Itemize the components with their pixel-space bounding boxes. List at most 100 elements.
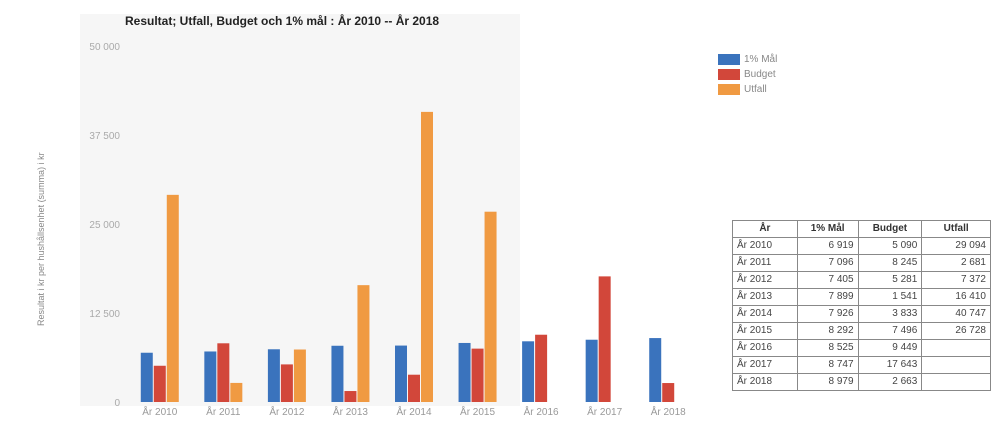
table-header-budget: Budget [857, 220, 923, 238]
data-table: År 1% Mål Budget Utfall År 2010 6 919 5 09… [732, 220, 991, 391]
bar-1-m-l-6 [522, 341, 535, 402]
table-cell-value: 5 281 [857, 271, 923, 289]
y-tick-label: 37 500 [89, 131, 120, 142]
legend-swatch [718, 54, 740, 65]
y-tick-label: 12 500 [89, 309, 120, 320]
y-tick-label: 25 000 [89, 220, 120, 231]
table-cell-value: 8 979 [796, 373, 859, 391]
bar-1-m-l-2 [267, 349, 280, 402]
table-cell-year: År 2017 [732, 356, 798, 374]
x-category-label: År 2013 [333, 405, 368, 418]
bar-1-m-l-3 [331, 345, 344, 402]
chart-legend: 1% Mål Budget Utfall [718, 52, 777, 97]
table-row: År 2011 7 096 8 245 2 681 [732, 254, 991, 272]
bar-1-m-l-5 [458, 342, 471, 402]
table-cell-year: År 2015 [732, 322, 798, 340]
table-cell-value: 40 747 [921, 305, 991, 323]
table-cell-value [921, 356, 991, 374]
table-cell-value: 6 919 [796, 237, 859, 255]
bar-utfall-4 [421, 111, 433, 403]
table-cell-year: År 2014 [732, 305, 798, 323]
bar-1-m-l-4 [395, 345, 407, 402]
table-cell-value: 7 899 [796, 288, 859, 306]
bar-budget-1 [217, 343, 230, 402]
table-cell-value: 3 833 [857, 305, 923, 323]
table-cell-value: 29 094 [921, 237, 991, 255]
table-cell-value: 17 643 [857, 356, 923, 374]
bar-1-m-l-8 [649, 338, 662, 402]
table-container: År 1% Mål Budget Utfall År 2010 6 919 5 09… [732, 220, 991, 420]
table-cell-value: 16 410 [921, 288, 991, 306]
x-category-label: År 2016 [524, 405, 559, 418]
table-cell-year: År 2010 [732, 237, 798, 255]
bar-chart: 0 12 500 25 000 37 500 50 000 År 2010 År 2011 Å… [89, 42, 686, 418]
table-cell-value: 2 663 [857, 373, 923, 391]
x-category-label: År 2011 [206, 405, 241, 418]
bar-utfall-1 [230, 382, 243, 402]
x-category-label: År 2012 [269, 405, 304, 418]
table-cell-year: År 2018 [732, 373, 798, 391]
legend-swatch [718, 84, 740, 95]
legend-item: Utfall [718, 82, 777, 97]
legend-label: 1% Mål [744, 54, 778, 65]
bar-budget-7 [598, 276, 611, 402]
bar-utfall-0 [166, 194, 179, 402]
bar-utfall-3 [357, 285, 370, 402]
table-cell-value [921, 373, 991, 391]
bar-1-m-l-1 [204, 351, 217, 402]
table-cell-value: 8 747 [796, 356, 859, 374]
table-cell-value: 2 681 [921, 254, 991, 272]
bar-budget-5 [471, 348, 484, 402]
table-cell-value: 8 292 [796, 322, 859, 340]
table-row: År 2017 8 747 17 643 [732, 356, 991, 374]
table-cell-value: 7 926 [796, 305, 859, 323]
table-header-utfall: Utfall [921, 220, 991, 238]
table-cell-value: 7 405 [796, 271, 859, 289]
bar-budget-8 [662, 383, 675, 402]
x-category-label: År 2015 [460, 405, 495, 418]
table-cell-value: 8 245 [857, 254, 923, 272]
table-cell-value: 26 728 [921, 322, 991, 340]
x-category-label: År 2014 [396, 405, 431, 418]
legend-label: Budget [744, 69, 776, 80]
bar-budget-4 [408, 374, 420, 402]
table-body: År 2010 6 919 5 090 29 094 År 2011 7 096 8 245… [732, 237, 991, 391]
table-row: År 2012 7 405 5 281 7 372 [732, 271, 991, 289]
bar-utfall-2 [293, 349, 306, 402]
bar-1-m-l-7 [585, 339, 598, 402]
table-cell-value: 7 096 [796, 254, 859, 272]
legend-label: Utfall [744, 84, 767, 95]
table-row: År 2018 8 979 2 663 [732, 373, 991, 391]
y-tick-label: 50 000 [89, 42, 120, 53]
table-row: År 2013 7 899 1 541 16 410 [732, 288, 991, 306]
bar-budget-0 [153, 365, 166, 402]
x-category-label: År 2017 [587, 405, 622, 418]
bar-budget-6 [535, 334, 548, 402]
table-cell-year: År 2012 [732, 271, 798, 289]
table-row: År 2015 8 292 7 496 26 728 [732, 322, 991, 340]
table-row: År 2010 6 919 5 090 29 094 [732, 237, 991, 255]
x-category-label: År 2010 [142, 405, 177, 418]
legend-item: 1% Mål [718, 52, 777, 67]
bar-budget-3 [344, 391, 357, 402]
table-cell-value: 8 525 [796, 339, 859, 357]
table-cell-year: År 2011 [732, 254, 798, 272]
table-cell-value: 7 372 [921, 271, 991, 289]
table-header-year: År [732, 220, 798, 238]
table-cell-value [921, 339, 991, 357]
table-row: År 2016 8 525 9 449 [732, 339, 991, 357]
table-cell-value: 9 449 [857, 339, 923, 357]
bar-utfall-5 [484, 211, 497, 402]
plot-background [80, 14, 520, 406]
x-category-label: År 2018 [651, 405, 686, 418]
table-cell-value: 5 090 [857, 237, 923, 255]
table-header-1pct: 1% Mål [796, 220, 859, 238]
table-header-row: År 1% Mål Budget Utfall [732, 220, 991, 238]
legend-item: Budget [718, 67, 777, 82]
chart-title: Resultat; Utfall, Budget och 1% mål : År… [125, 14, 440, 28]
bar-1-m-l-0 [140, 352, 153, 402]
legend-swatch [718, 69, 740, 80]
bar-budget-2 [280, 364, 293, 402]
table-cell-year: År 2016 [732, 339, 798, 357]
table-cell-value: 7 496 [857, 322, 923, 340]
